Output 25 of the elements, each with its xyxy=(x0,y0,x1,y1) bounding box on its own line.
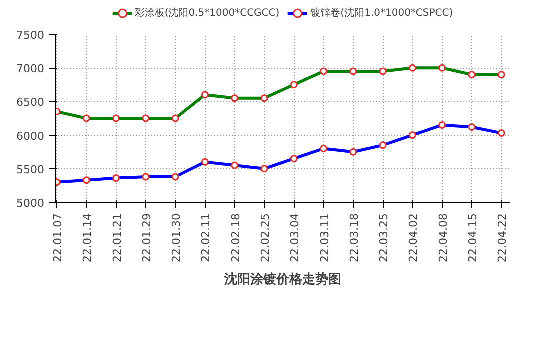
x-tick-label: 22.01.21 xyxy=(110,214,124,262)
text: 沈阳涂镀价格走势图 xyxy=(224,272,342,288)
x-tick-label: 22.01.30 xyxy=(170,214,184,262)
x-tick-label: 22.02.25 xyxy=(258,214,272,262)
x-tick-label: 22.03.25 xyxy=(378,214,391,262)
x-tick-label: 22.04.02 xyxy=(407,214,420,262)
y-tick-label: 6500 xyxy=(16,96,45,110)
x-tick-label: 22.01.14 xyxy=(81,214,94,262)
y-tick-label: 7000 xyxy=(16,62,45,76)
y-tick-label: 6000 xyxy=(16,130,45,143)
x-tick-label: 22.01.07 xyxy=(51,214,64,262)
legend-label: 镀锌卷(沈阳1.0*1000*CSPCC) xyxy=(310,6,454,20)
x-tick-label: 22.04.08 xyxy=(436,214,450,262)
x-tick-label: 22.04.22 xyxy=(496,214,510,262)
x-tick-label: 22.02.11 xyxy=(200,214,213,262)
y-tick-label: 7500 xyxy=(16,29,45,42)
x-tick-label: 22.03.18 xyxy=(348,214,361,262)
y-tick-label: 5500 xyxy=(16,163,45,176)
x-tick-label: 22.04.15 xyxy=(466,214,480,262)
x-tick-label: 22.03.04 xyxy=(288,214,302,262)
x-tick-label: 22.02.18 xyxy=(229,214,242,262)
y-tick-label: 5000 xyxy=(16,197,45,210)
legend-label: 彩涂板(沈阳0.5*1000*CCGCC) xyxy=(134,6,280,20)
x-tick-label: 22.03.11 xyxy=(318,214,332,262)
x-tick-label: 22.01.29 xyxy=(140,214,154,262)
